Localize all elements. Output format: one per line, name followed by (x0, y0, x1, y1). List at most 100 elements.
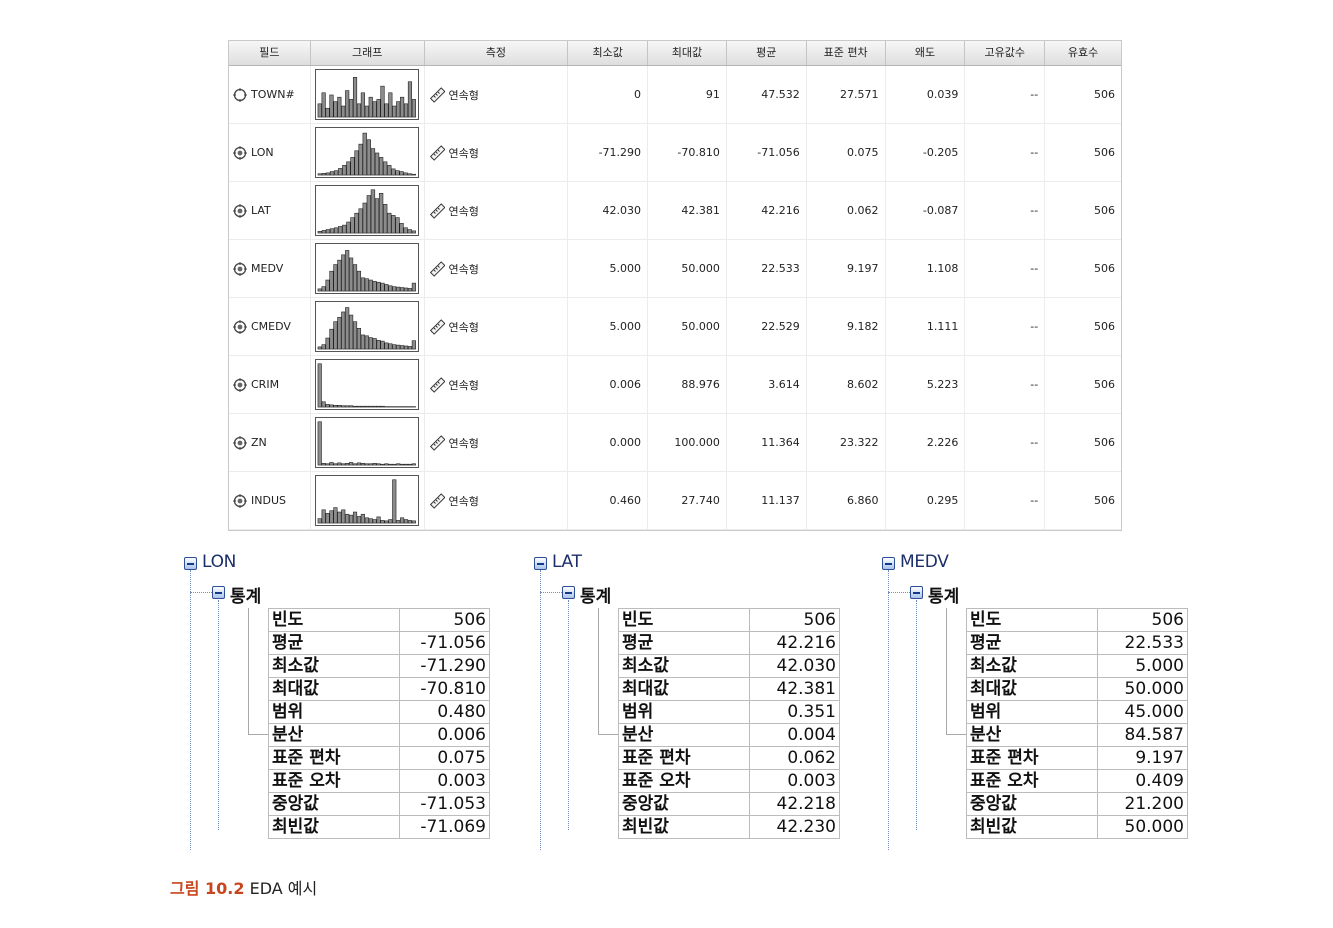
stat-value: 42.030 (749, 654, 840, 678)
field-name: LAT (251, 204, 271, 217)
histogram-bar (404, 345, 409, 350)
measure-cell[interactable]: 연속형 (425, 240, 569, 297)
histogram-thumbnail[interactable] (315, 359, 420, 410)
measure-cell[interactable]: 연속형 (425, 182, 569, 239)
collapse-toggle-icon[interactable] (534, 557, 547, 570)
header-field[interactable]: 필드 (229, 41, 311, 65)
tree-node-title[interactable]: LON (202, 552, 237, 572)
histogram-bar (388, 343, 393, 350)
collapse-toggle-icon[interactable] (562, 586, 575, 599)
histogram-bar (408, 463, 413, 466)
max-value: 88.976 (648, 356, 727, 413)
stat-value: 50.000 (1097, 677, 1188, 701)
measure-cell[interactable]: 연속형 (425, 356, 569, 413)
collapse-toggle-icon[interactable] (184, 557, 197, 570)
histogram-bar (368, 463, 373, 466)
table-row[interactable]: INDUS 연속형 0.460 27.740 11.137 6.860 0.295 -- 506 (229, 472, 1121, 530)
table-row[interactable]: LAT 연속형 42.030 42.381 42.216 0.062 -0.087 -- 506 (229, 182, 1121, 240)
histogram-bar (333, 507, 338, 524)
stat-value: 50.000 (1097, 815, 1188, 839)
table-row[interactable]: ZN 연속형 0.000 100.000 11.364 23.322 2.226 -- 506 (229, 414, 1121, 472)
table-row[interactable]: CRIM 연속형 0.006 88.976 3.614 8.602 5.223 -- 506 (229, 356, 1121, 414)
histogram-thumbnail[interactable] (315, 185, 420, 236)
histogram-thumbnail[interactable] (315, 69, 420, 120)
histogram-bar (337, 462, 342, 466)
header-mean[interactable]: 평균 (727, 41, 807, 65)
measure-cell[interactable]: 연속형 (425, 472, 569, 529)
histogram-bar (407, 173, 413, 176)
stat-value: -71.069 (399, 815, 490, 839)
stat-name: 범위 (966, 700, 1098, 724)
stat-value: -71.290 (399, 654, 490, 678)
histogram-bar (388, 519, 393, 524)
stat-name: 빈도 (268, 608, 400, 632)
tree-connector (190, 570, 191, 850)
histogram-thumbnail[interactable] (315, 417, 420, 468)
tree-node-title[interactable]: MEDV (900, 552, 949, 572)
histogram-bar (380, 340, 385, 350)
header-skew[interactable]: 왜도 (886, 41, 966, 65)
histogram-bar (376, 281, 381, 292)
table-row[interactable]: TOWN# 연속형 0 91 47.532 27.571 0.039 -- 506 (229, 66, 1121, 124)
histogram-bar (360, 405, 366, 408)
ruler-icon (429, 260, 445, 277)
histogram-bar (375, 152, 380, 176)
field-cell: CMEDV (229, 298, 311, 355)
measure-label: 연속형 (448, 146, 479, 160)
unique-value: -- (965, 124, 1046, 181)
collapse-toggle-icon[interactable] (910, 586, 923, 599)
header-max[interactable]: 최대값 (648, 41, 727, 65)
table-row[interactable]: LON 연속형 -71.290 -70.810 -71.056 0.075 -0.205 --… (229, 124, 1121, 182)
stat-name: 중앙값 (966, 792, 1098, 816)
histogram-thumbnail[interactable] (315, 243, 420, 294)
measure-cell[interactable]: 연속형 (425, 124, 569, 181)
histogram-bar (376, 99, 381, 118)
stat-name: 분산 (268, 723, 400, 747)
stat-value: 0.351 (749, 700, 840, 724)
measure-cell[interactable]: 연속형 (425, 414, 569, 471)
stats-row: 최소값 42.030 (618, 654, 840, 678)
histogram-bar (333, 321, 338, 350)
histogram-bar (325, 463, 330, 466)
min-value: 0.460 (568, 472, 649, 529)
histogram-bar (341, 405, 346, 408)
collapse-toggle-icon[interactable] (212, 586, 225, 599)
table-row[interactable]: MEDV 연속형 5.000 50.000 22.533 9.197 1.108 -- 506 (229, 240, 1121, 298)
tree-node-section[interactable]: 통계 (928, 587, 960, 607)
header-measure[interactable]: 측정 (425, 41, 569, 65)
header-unique[interactable]: 고유값수 (965, 41, 1046, 65)
histogram-bar (368, 279, 373, 292)
tree-node-section[interactable]: 통계 (230, 587, 262, 607)
header-valid[interactable]: 유효수 (1067, 46, 1099, 59)
target-icon (233, 203, 247, 218)
histogram-bar (360, 92, 366, 118)
table-row[interactable]: CMEDV 연속형 5.000 50.000 22.529 9.182 1.111 -- 506 (229, 298, 1121, 356)
max-value: 50.000 (648, 298, 727, 355)
histogram-bar (317, 421, 322, 466)
histogram-thumbnail[interactable] (315, 301, 420, 352)
histogram-bar (376, 339, 381, 350)
histogram-thumbnail[interactable] (315, 127, 420, 178)
histogram-bar (337, 96, 342, 118)
stats-row: 분산 0.004 (618, 723, 840, 747)
mean-value: 22.529 (727, 298, 807, 355)
histogram-thumbnail[interactable] (315, 475, 420, 526)
histogram-bar (360, 513, 366, 524)
field-name: CRIM (251, 378, 280, 391)
tree-node-title[interactable]: LAT (552, 552, 582, 572)
histogram-bar (333, 101, 338, 118)
header-min[interactable]: 최소값 (568, 41, 649, 65)
histogram-bar (408, 288, 413, 292)
stats-row: 분산 0.006 (268, 723, 490, 747)
ruler-icon (429, 144, 445, 161)
histogram-bar (360, 334, 366, 350)
histogram-bar (345, 405, 350, 408)
measure-cell[interactable]: 연속형 (425, 66, 569, 123)
collapse-toggle-icon[interactable] (882, 557, 895, 570)
histogram-bar (404, 519, 409, 524)
header-sd[interactable]: 표준 편차 (807, 41, 886, 65)
header-graph[interactable]: 그래프 (311, 41, 425, 65)
skew-value: 1.108 (886, 240, 966, 297)
measure-cell[interactable]: 연속형 (425, 298, 569, 355)
tree-node-section[interactable]: 통계 (580, 587, 612, 607)
